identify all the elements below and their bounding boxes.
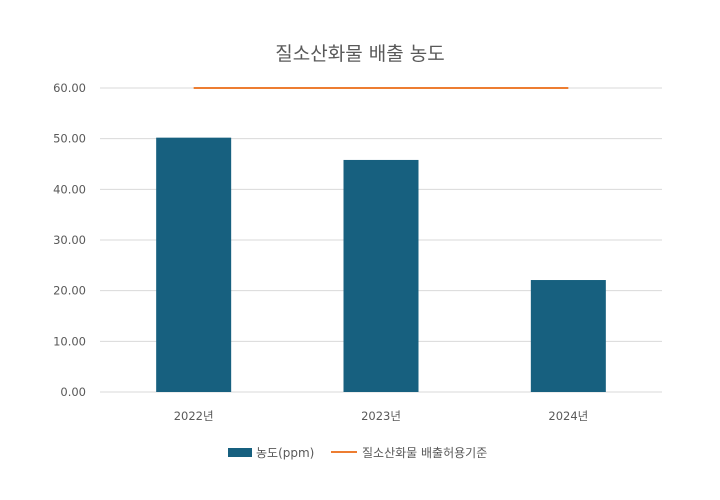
y-tick-label: 20.00 (53, 284, 86, 298)
y-tick-label: 40.00 (53, 182, 86, 196)
bar-series (156, 137, 606, 392)
legend-label: 질소산화물 배출허용기준 (362, 446, 487, 460)
y-tick-label: 0.00 (60, 385, 86, 399)
bar (530, 280, 606, 392)
chart-title: 질소산화물 배출 농도 (275, 43, 444, 65)
y-tick-label: 30.00 (53, 233, 86, 247)
y-tick-label: 60.00 (53, 81, 86, 95)
legend-label: 농도(ppm) (256, 446, 314, 460)
legend: 농도(ppm) 질소산화물 배출허용기준 (228, 446, 487, 460)
x-tick-label: 2023년 (361, 409, 401, 423)
bar (156, 137, 232, 392)
x-tick-label: 2022년 (174, 409, 214, 423)
y-tick-label: 10.00 (53, 334, 86, 348)
y-tick-label: 50.00 (53, 132, 86, 146)
legend-swatch-bar (228, 448, 252, 457)
y-axis: 0.00 10.00 20.00 30.00 40.00 50.00 60.00 (53, 81, 86, 399)
bar (343, 159, 419, 392)
x-axis: 2022년 2023년 2024년 (174, 409, 589, 423)
x-tick-label: 2024년 (548, 409, 588, 423)
